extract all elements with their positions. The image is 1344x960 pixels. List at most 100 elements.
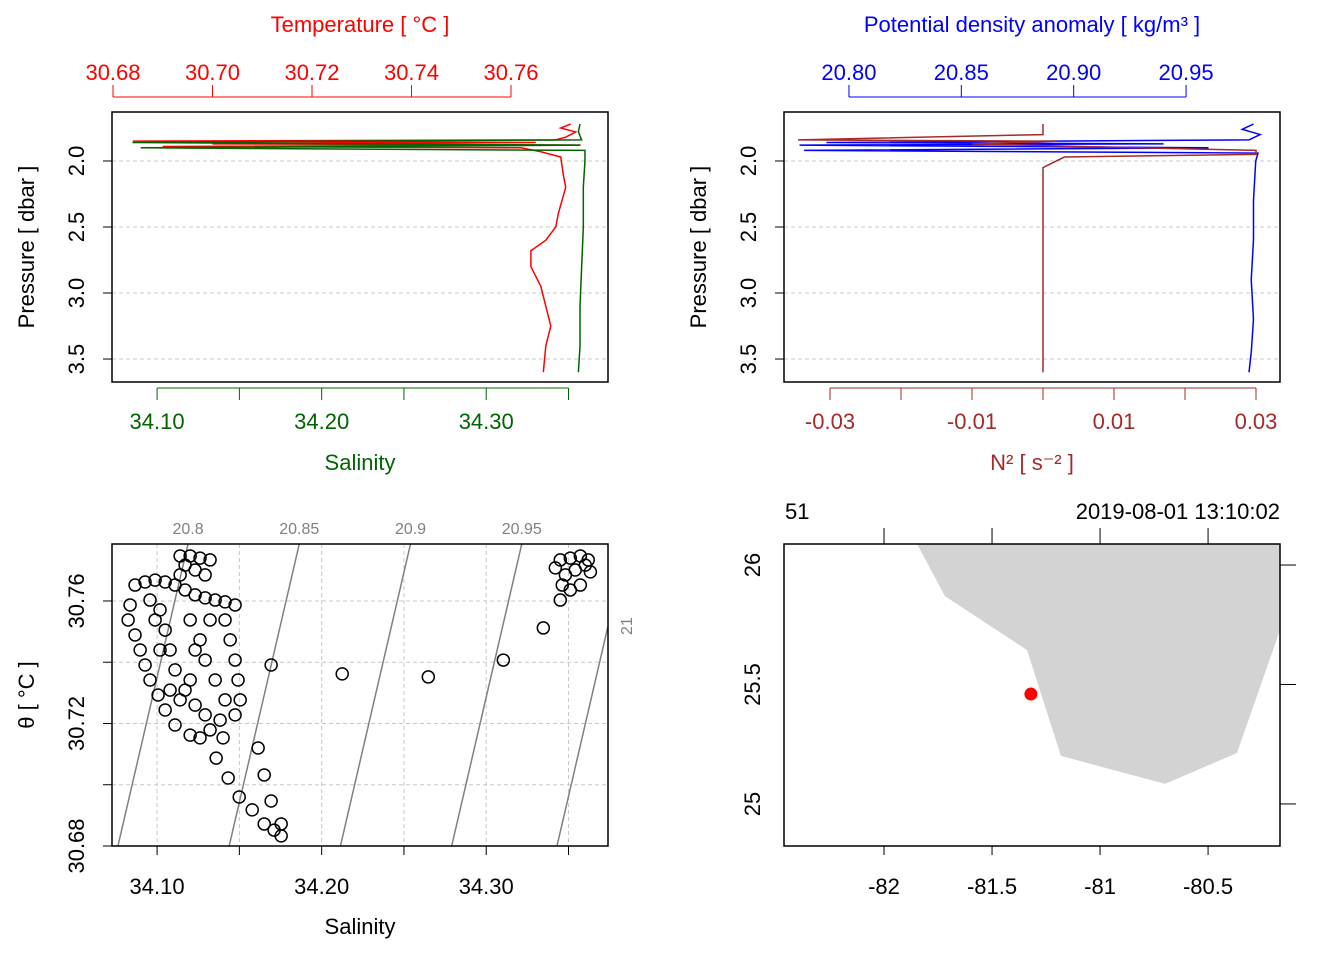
ts-point: [203, 553, 217, 567]
ts-point: [264, 794, 278, 808]
x-tick-label: 0.03: [1235, 409, 1278, 434]
x-tick-label: -82: [868, 874, 900, 899]
ts-point: [221, 771, 235, 785]
y-tick-label: 3.0: [64, 278, 89, 309]
ts-point: [128, 578, 142, 592]
ts-point: [163, 643, 177, 657]
x-tick-label: 34.20: [294, 409, 349, 434]
x-tick-label: -81.5: [967, 874, 1017, 899]
y-tick-label: 25.5: [740, 663, 765, 706]
isopycnal-label: 21: [619, 617, 636, 635]
x-tick-label: 34.30: [459, 409, 514, 434]
ts-point: [228, 708, 242, 722]
ts-point: [536, 621, 551, 635]
ts-point: [208, 673, 222, 687]
ts-point: [158, 623, 172, 637]
x-tick-label: 20.90: [1046, 60, 1101, 85]
x-tick-label: 34.10: [130, 409, 185, 434]
isopycnal-label: 20.8: [172, 521, 203, 538]
y-tick-label: 3.5: [736, 344, 761, 375]
y-axis-title: Pressure [ dbar ]: [686, 166, 711, 329]
x-tick-label: 20.95: [1159, 60, 1214, 85]
ts-point: [209, 751, 223, 765]
isopycnal-label: 20.9: [395, 521, 426, 538]
land: [917, 544, 1280, 784]
ts-point: [143, 593, 157, 607]
ts-point: [232, 790, 246, 804]
y-tick-label: 30.76: [64, 573, 89, 628]
ts-point: [153, 643, 167, 657]
ts-point: [173, 693, 187, 707]
ts-point: [163, 683, 177, 697]
y-axis-title: θ [ °C ]: [14, 661, 39, 728]
ts-point: [158, 575, 172, 589]
ts-point: [548, 561, 563, 575]
x-tick-label: -81: [1084, 874, 1116, 899]
ts-point: [183, 673, 197, 687]
ts-point: [193, 551, 207, 565]
ts-point: [223, 633, 237, 647]
x-axis-title: Salinity: [325, 450, 396, 475]
x-tick-label: 20.80: [821, 60, 876, 85]
ts-point: [231, 673, 245, 687]
y-tick-label: 25: [740, 792, 765, 816]
ts-point: [138, 658, 152, 672]
isopycnal: [117, 544, 189, 846]
y-tick-label: 30.72: [64, 696, 89, 751]
ts-point: [183, 613, 197, 627]
ts-point: [581, 553, 596, 567]
x-tick-label: 34.20: [294, 874, 349, 899]
y-tick-label: 2.5: [64, 212, 89, 243]
isopycnal-label: 20.85: [279, 521, 319, 538]
isopycnal: [556, 625, 608, 846]
x-axis-title: Salinity: [325, 914, 396, 939]
ts-point: [233, 693, 247, 707]
ts-point: [198, 591, 212, 605]
plot-frame: [783, 111, 1281, 383]
ts-point: [218, 693, 232, 707]
ts-point: [133, 643, 147, 657]
profile-line: [799, 123, 1263, 373]
ts-point: [257, 817, 271, 831]
y-tick-label: 26: [740, 553, 765, 577]
ts-point: [183, 728, 197, 742]
ts-point: [188, 643, 202, 657]
x2-axis-title: Temperature [ °C ]: [271, 12, 450, 37]
ts-point: [123, 598, 137, 612]
ts-point: [218, 613, 232, 627]
ts-point: [143, 673, 157, 687]
ts-point: [421, 670, 436, 684]
ts-point: [496, 653, 511, 667]
ts-point: [216, 731, 230, 745]
ts-point: [218, 595, 232, 609]
ts-point: [168, 718, 182, 732]
x-tick-label: 34.10: [130, 874, 185, 899]
ts-point: [203, 723, 217, 737]
ts-point: [264, 658, 278, 672]
y-tick-label: 2.5: [736, 212, 761, 243]
ts-point: [208, 593, 222, 607]
x-tick-label: 30.68: [85, 60, 140, 85]
ts-point: [228, 653, 242, 667]
ts-point: [198, 568, 212, 582]
plot-frame: [783, 543, 1281, 847]
x-tick-label: 30.74: [384, 60, 439, 85]
station: [1024, 687, 1038, 701]
ts-point: [193, 731, 207, 745]
ts-point: [563, 551, 578, 565]
x-tick-label: 20.85: [934, 60, 989, 85]
profile-line: [132, 123, 586, 373]
y-tick-label: 2.0: [736, 146, 761, 177]
ts-point: [558, 568, 573, 582]
ts-point: [198, 653, 212, 667]
ts-point: [188, 698, 202, 712]
y-tick-label: 3.0: [736, 278, 761, 309]
ts-point: [128, 628, 142, 642]
y-tick-label: 30.68: [64, 818, 89, 873]
y-tick-label: 2.0: [64, 146, 89, 177]
ts-point: [245, 803, 259, 817]
isopycnal: [450, 544, 523, 846]
x-tick-label: -80.5: [1183, 874, 1233, 899]
y-tick-label: 3.5: [64, 344, 89, 375]
